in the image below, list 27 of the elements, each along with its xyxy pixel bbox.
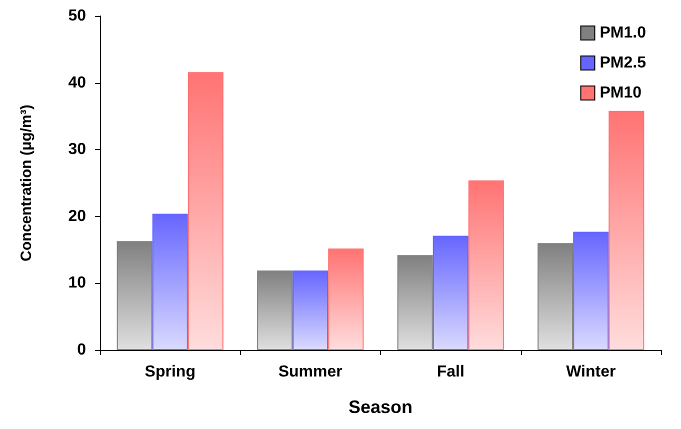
- x-tick-label: Winter: [566, 364, 616, 380]
- legend-label: PM1.0: [600, 24, 646, 42]
- bar: [257, 270, 293, 350]
- bar: [538, 243, 574, 350]
- x-tick-label: Summer: [278, 364, 342, 380]
- legend-label: PM2.5: [600, 54, 646, 72]
- y-tick-label: 40: [68, 74, 86, 92]
- bar: [188, 72, 224, 350]
- bar: [608, 110, 644, 350]
- bar: [397, 255, 433, 350]
- bar: [292, 270, 328, 350]
- y-tick-label: 0: [77, 342, 86, 358]
- bar: [468, 180, 504, 350]
- y-axis-title: Concentration (μg/m³): [18, 104, 35, 262]
- bar: [152, 214, 188, 350]
- x-axis-title: Season: [348, 397, 413, 417]
- x-tick-label: Spring: [144, 364, 196, 380]
- bar: [573, 232, 609, 350]
- y-tick-label: 10: [68, 274, 86, 292]
- bar: [432, 236, 468, 350]
- x-tick-label: Fall: [436, 364, 464, 380]
- y-tick-label: 20: [68, 208, 86, 225]
- bar: [116, 241, 152, 350]
- y-tick-label: 30: [68, 141, 86, 158]
- bar: [328, 248, 364, 350]
- y-tick-label: 50: [68, 8, 86, 24]
- legend-label: PM10: [600, 84, 642, 102]
